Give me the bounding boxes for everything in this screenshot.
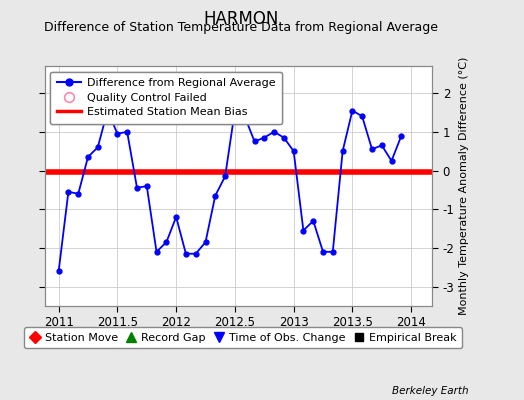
- Text: Berkeley Earth: Berkeley Earth: [392, 386, 469, 396]
- Text: Difference of Station Temperature Data from Regional Average: Difference of Station Temperature Data f…: [44, 21, 438, 34]
- Y-axis label: Monthly Temperature Anomaly Difference (°C): Monthly Temperature Anomaly Difference (…: [458, 57, 469, 315]
- Text: HARMON: HARMON: [203, 10, 279, 28]
- Legend: Station Move, Record Gap, Time of Obs. Change, Empirical Break: Station Move, Record Gap, Time of Obs. C…: [24, 327, 462, 348]
- Legend: Difference from Regional Average, Quality Control Failed, Estimated Station Mean: Difference from Regional Average, Qualit…: [50, 72, 282, 124]
